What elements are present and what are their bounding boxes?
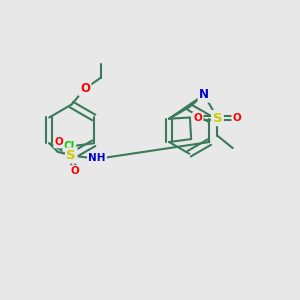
Text: S: S: [213, 112, 222, 124]
Text: O: O: [70, 167, 79, 176]
Text: NH: NH: [88, 153, 106, 163]
Text: O: O: [80, 82, 90, 95]
Text: N: N: [199, 88, 209, 101]
Text: O: O: [55, 137, 63, 147]
Text: S: S: [66, 149, 76, 162]
Text: O: O: [233, 113, 242, 123]
Text: O: O: [194, 113, 202, 123]
Text: Cl: Cl: [64, 141, 75, 151]
